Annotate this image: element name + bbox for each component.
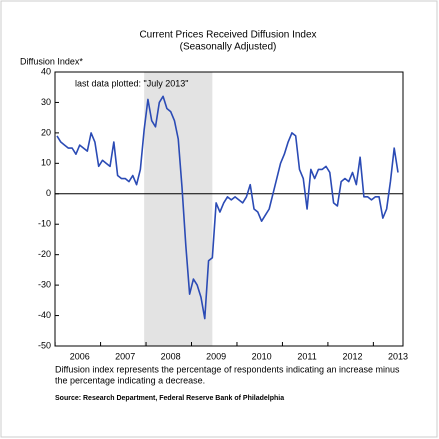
- data-line: [56, 95, 399, 320]
- y-tick-label: 10: [41, 158, 51, 168]
- y-axis-label: Diffusion Index*: [20, 56, 83, 66]
- x-tick-label: 2006: [70, 351, 90, 361]
- y-tick-label: 0: [46, 188, 51, 198]
- x-tick-label: 2012: [343, 351, 363, 361]
- x-tick-label: 2013: [388, 351, 408, 361]
- footnote: Diffusion index represents the percentag…: [55, 364, 400, 374]
- annotation: last data plotted: "July 2013": [75, 78, 188, 88]
- chart-title: Current Prices Received Diffusion Index: [139, 30, 316, 41]
- y-tick-label: -50: [38, 340, 51, 350]
- source: Source: Research Department, Federal Res…: [55, 395, 284, 402]
- y-tick-label: -30: [38, 279, 51, 289]
- x-tick-label: 2008: [161, 351, 181, 361]
- x-tick-label: 2007: [115, 351, 135, 361]
- y-tick-label: -20: [38, 249, 51, 259]
- x-tick-label: 2009: [206, 351, 226, 361]
- chart-subtitle: (Seasonally Adjusted): [180, 42, 277, 53]
- y-tick-label: -40: [38, 310, 51, 320]
- y-tick-label: 30: [41, 97, 51, 107]
- y-tick-label: 20: [41, 127, 51, 137]
- footnote: the percentage indicating a decrease.: [55, 375, 205, 385]
- x-tick-label: 2011: [297, 351, 316, 361]
- y-tick-label: 40: [41, 66, 51, 76]
- y-tick-label: -10: [38, 219, 51, 229]
- x-tick-label: 2010: [252, 351, 272, 361]
- plot-border: [54, 71, 404, 347]
